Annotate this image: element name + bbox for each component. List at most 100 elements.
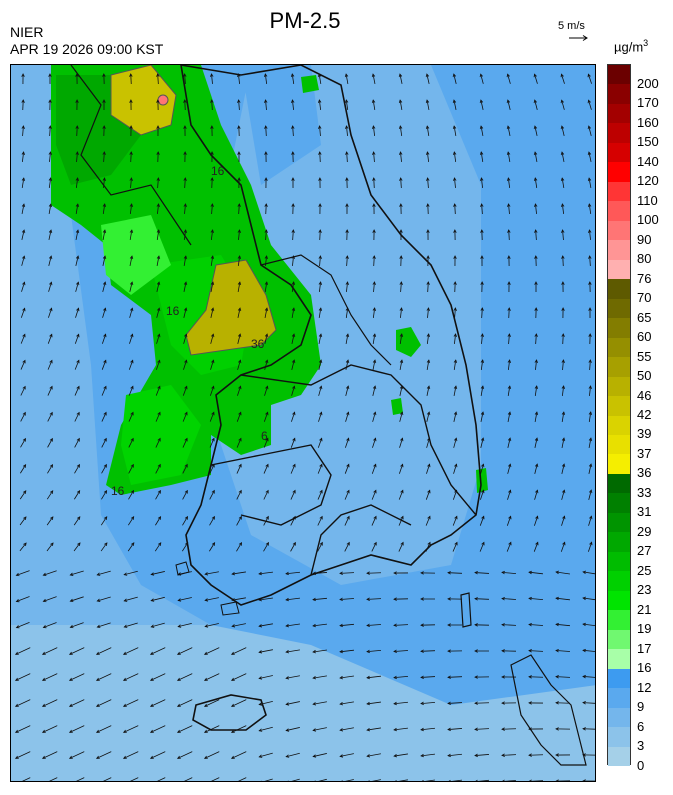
wind-arrow-head xyxy=(452,99,457,104)
wind-arrow xyxy=(562,229,564,241)
wind-arrow xyxy=(237,282,241,292)
wind-arrow-head xyxy=(76,385,80,390)
color-legend xyxy=(607,64,631,767)
wind-arrow-head xyxy=(122,755,127,759)
wind-arrow xyxy=(156,334,160,344)
wind-arrow-head xyxy=(588,489,593,494)
pm25-map[interactable]: 16 16 16 36 6 16 xyxy=(10,64,596,782)
wind-arrow xyxy=(73,542,81,552)
wind-arrow-head xyxy=(68,677,73,681)
wind-arrow-head xyxy=(481,463,485,468)
wind-arrow xyxy=(263,490,269,500)
wind-arrow-head xyxy=(534,359,538,363)
wind-arrow-head xyxy=(425,73,430,78)
wind-arrow-head xyxy=(317,73,322,78)
wind-arrow xyxy=(204,647,220,655)
wind-arrow-head xyxy=(237,125,241,129)
wind-arrow xyxy=(155,516,161,526)
wind-arrow-head xyxy=(507,333,511,337)
wind-arrow-head xyxy=(231,598,236,602)
wind-arrow-head xyxy=(447,701,451,705)
wind-arrow xyxy=(319,255,321,267)
wind-arrow-head xyxy=(319,515,323,520)
wind-arrow xyxy=(183,256,187,266)
wind-arrow-head xyxy=(587,73,591,78)
wind-arrow xyxy=(345,307,349,319)
wind-arrow xyxy=(151,622,165,628)
wind-arrow-head xyxy=(372,177,376,181)
wind-arrow xyxy=(178,597,192,601)
wind-arrow xyxy=(426,74,430,84)
wind-arrow-head xyxy=(291,307,296,312)
wind-arrow xyxy=(312,572,328,574)
wind-arrow xyxy=(292,125,294,137)
wind-arrow-head xyxy=(366,571,370,575)
wind-arrow-head xyxy=(149,651,154,655)
wind-arrow-head xyxy=(560,125,565,130)
wind-arrow xyxy=(209,438,215,448)
wind-arrow xyxy=(47,386,53,396)
wind-arrow xyxy=(393,624,409,626)
wind-arrow-head xyxy=(501,596,505,601)
wind-arrow xyxy=(394,753,408,757)
wind-arrow xyxy=(400,307,402,319)
wind-arrow-head xyxy=(265,463,269,468)
wind-arrow-head xyxy=(587,151,592,156)
wind-arrow xyxy=(339,598,355,600)
legend-label: 150 xyxy=(637,134,659,150)
wind-arrow xyxy=(340,727,354,731)
wind-arrow xyxy=(399,74,403,84)
wind-arrow xyxy=(264,360,268,370)
wind-arrow-head xyxy=(506,125,511,130)
wind-arrow-head xyxy=(319,541,323,546)
wind-arrow-head xyxy=(122,729,127,733)
wind-arrow-head xyxy=(183,73,187,77)
wind-arrow xyxy=(420,702,436,704)
wind-arrow-head xyxy=(211,489,215,494)
wind-arrow-head xyxy=(427,463,431,468)
wind-arrow xyxy=(508,229,510,241)
wind-arrow xyxy=(291,778,300,781)
wind-arrow-head xyxy=(48,99,52,103)
wind-arrow-head xyxy=(184,359,188,364)
wind-arrow xyxy=(48,177,52,189)
wind-arrow-head xyxy=(345,177,349,181)
legend-band xyxy=(608,201,630,222)
wind-arrow-head xyxy=(501,753,505,757)
wind-arrow-head xyxy=(345,333,350,338)
legend-band xyxy=(608,532,630,553)
wind-arrow-head xyxy=(184,515,188,520)
wind-arrow-head xyxy=(49,411,53,416)
wind-arrow-head xyxy=(183,151,187,155)
wind-arrow-head xyxy=(426,411,431,416)
legend-band xyxy=(608,493,630,514)
wind-arrow-head xyxy=(501,701,505,705)
wind-arrow xyxy=(184,203,186,215)
wind-arrow-head xyxy=(75,99,79,103)
wind-arrow-head xyxy=(157,359,161,364)
wind-arrow-head xyxy=(339,754,344,758)
wind-arrow-head xyxy=(211,437,215,442)
wind-arrow-head xyxy=(480,229,484,233)
wind-arrow-head xyxy=(318,177,322,181)
wind-arrow xyxy=(507,385,511,397)
legend-band xyxy=(608,162,630,183)
wind-arrow-head xyxy=(427,515,431,520)
wind-arrow xyxy=(425,779,435,781)
wind-arrow xyxy=(129,203,133,215)
wind-arrow xyxy=(479,516,485,526)
wind-arrow xyxy=(15,647,31,655)
wind-arrow-head xyxy=(426,359,431,364)
legend-label: 140 xyxy=(637,153,659,169)
wind-arrow-head xyxy=(318,307,323,312)
wind-arrow xyxy=(103,151,105,163)
wind-arrow xyxy=(453,464,457,474)
wind-arrow-head xyxy=(184,489,188,494)
wind-arrow xyxy=(588,490,592,500)
wind-arrow xyxy=(474,598,490,600)
wind-arrow-head xyxy=(555,570,560,575)
wind-arrow xyxy=(340,649,354,653)
wind-arrow xyxy=(20,464,26,474)
wind-arrow-head xyxy=(533,151,538,156)
wind-arrow xyxy=(97,570,111,576)
